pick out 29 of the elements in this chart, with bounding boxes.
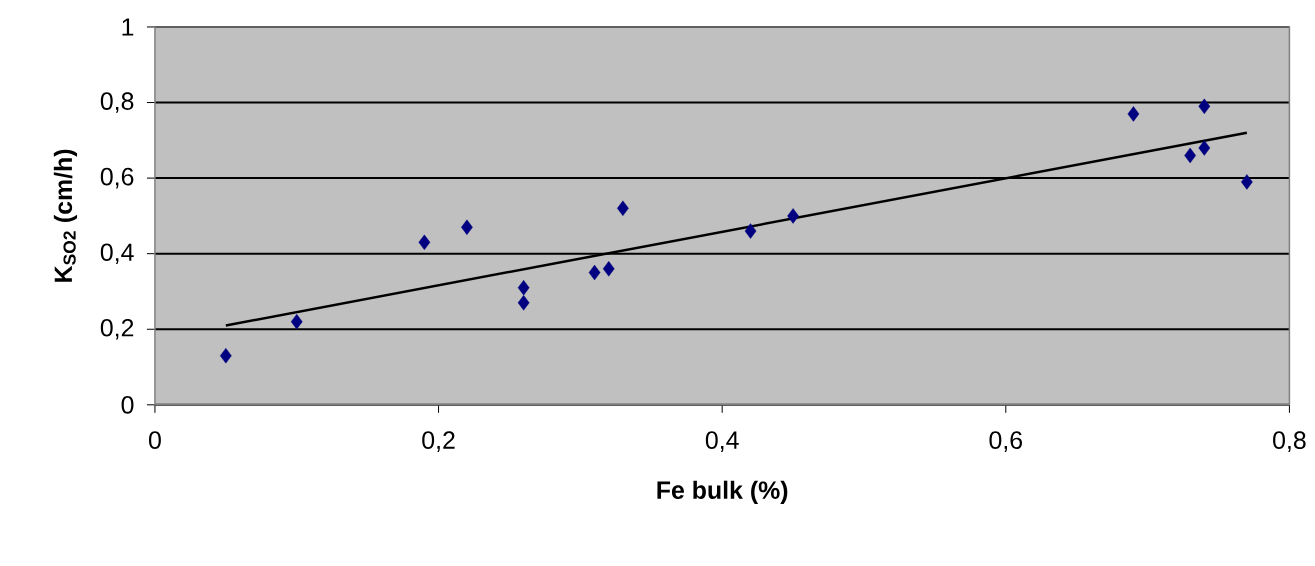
point (1241, 174, 1253, 190)
x-tick-label: 0,2 (422, 431, 455, 452)
y-tick-label: 0,4 (100, 243, 134, 265)
x-tick-label: 0,4 (705, 431, 739, 452)
point (1127, 106, 1140, 122)
point (220, 348, 232, 364)
point (418, 234, 431, 251)
y-tick-label: 0 (121, 396, 134, 414)
point (1198, 98, 1211, 115)
point (517, 280, 530, 296)
point (1184, 147, 1196, 164)
point (787, 208, 799, 224)
point (602, 261, 615, 277)
point (588, 264, 601, 281)
x-tick-label: 0,6 (989, 431, 1022, 452)
y-axis-title: K$_{SO2}$ (cm/h) (53, 149, 78, 282)
x-axis-title: Fe bulk (%) (657, 480, 788, 504)
point (744, 223, 757, 239)
x-tick-label: 0,8 (1273, 431, 1306, 452)
y-tick-label: 0,6 (100, 167, 134, 189)
x-tick-label: 0 (148, 431, 161, 450)
point (517, 295, 530, 311)
y-tick-label: 0,8 (100, 92, 134, 113)
point (617, 200, 629, 217)
point (461, 219, 473, 236)
point (290, 314, 303, 330)
point (1198, 140, 1211, 156)
y-tick-label: 1 (122, 18, 134, 36)
y-tick-label: 0,2 (100, 319, 134, 340)
